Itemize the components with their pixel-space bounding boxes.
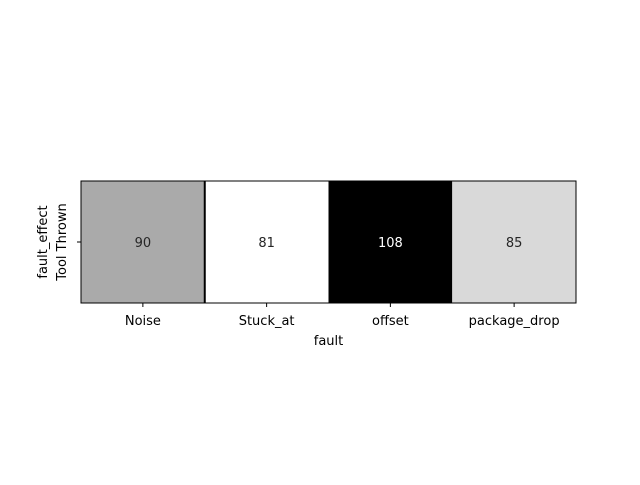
heatmap-cell-value: 108 [378, 236, 403, 251]
heatmap-cell-package-drop [452, 181, 576, 303]
plot-frame [80, 180, 577, 304]
x-tick-label: package_drop [469, 314, 560, 329]
x-tick-label: offset [372, 314, 409, 329]
heatmap-cell-value: 85 [506, 236, 523, 251]
x-tick-label: Stuck_at [239, 314, 295, 329]
heatmap-cell-noise [81, 181, 205, 303]
heatmap-cell-stuck-at [204, 181, 329, 303]
heatmap-cells: 90 81 108 85 [81, 181, 576, 303]
heatmap-cell-offset [328, 181, 453, 303]
y-axis-label: fault_effect [36, 205, 51, 278]
heatmap-cell-value: 81 [258, 236, 275, 251]
x-tick-label: Noise [125, 314, 161, 329]
axis-ticks: Noise Stuck_at offset package_drop Tool Thro… [55, 203, 560, 329]
y-tick-label: Tool Thrown [55, 203, 70, 281]
heatmap-cell-value: 90 [135, 236, 152, 251]
x-axis-label: fault [314, 334, 344, 349]
